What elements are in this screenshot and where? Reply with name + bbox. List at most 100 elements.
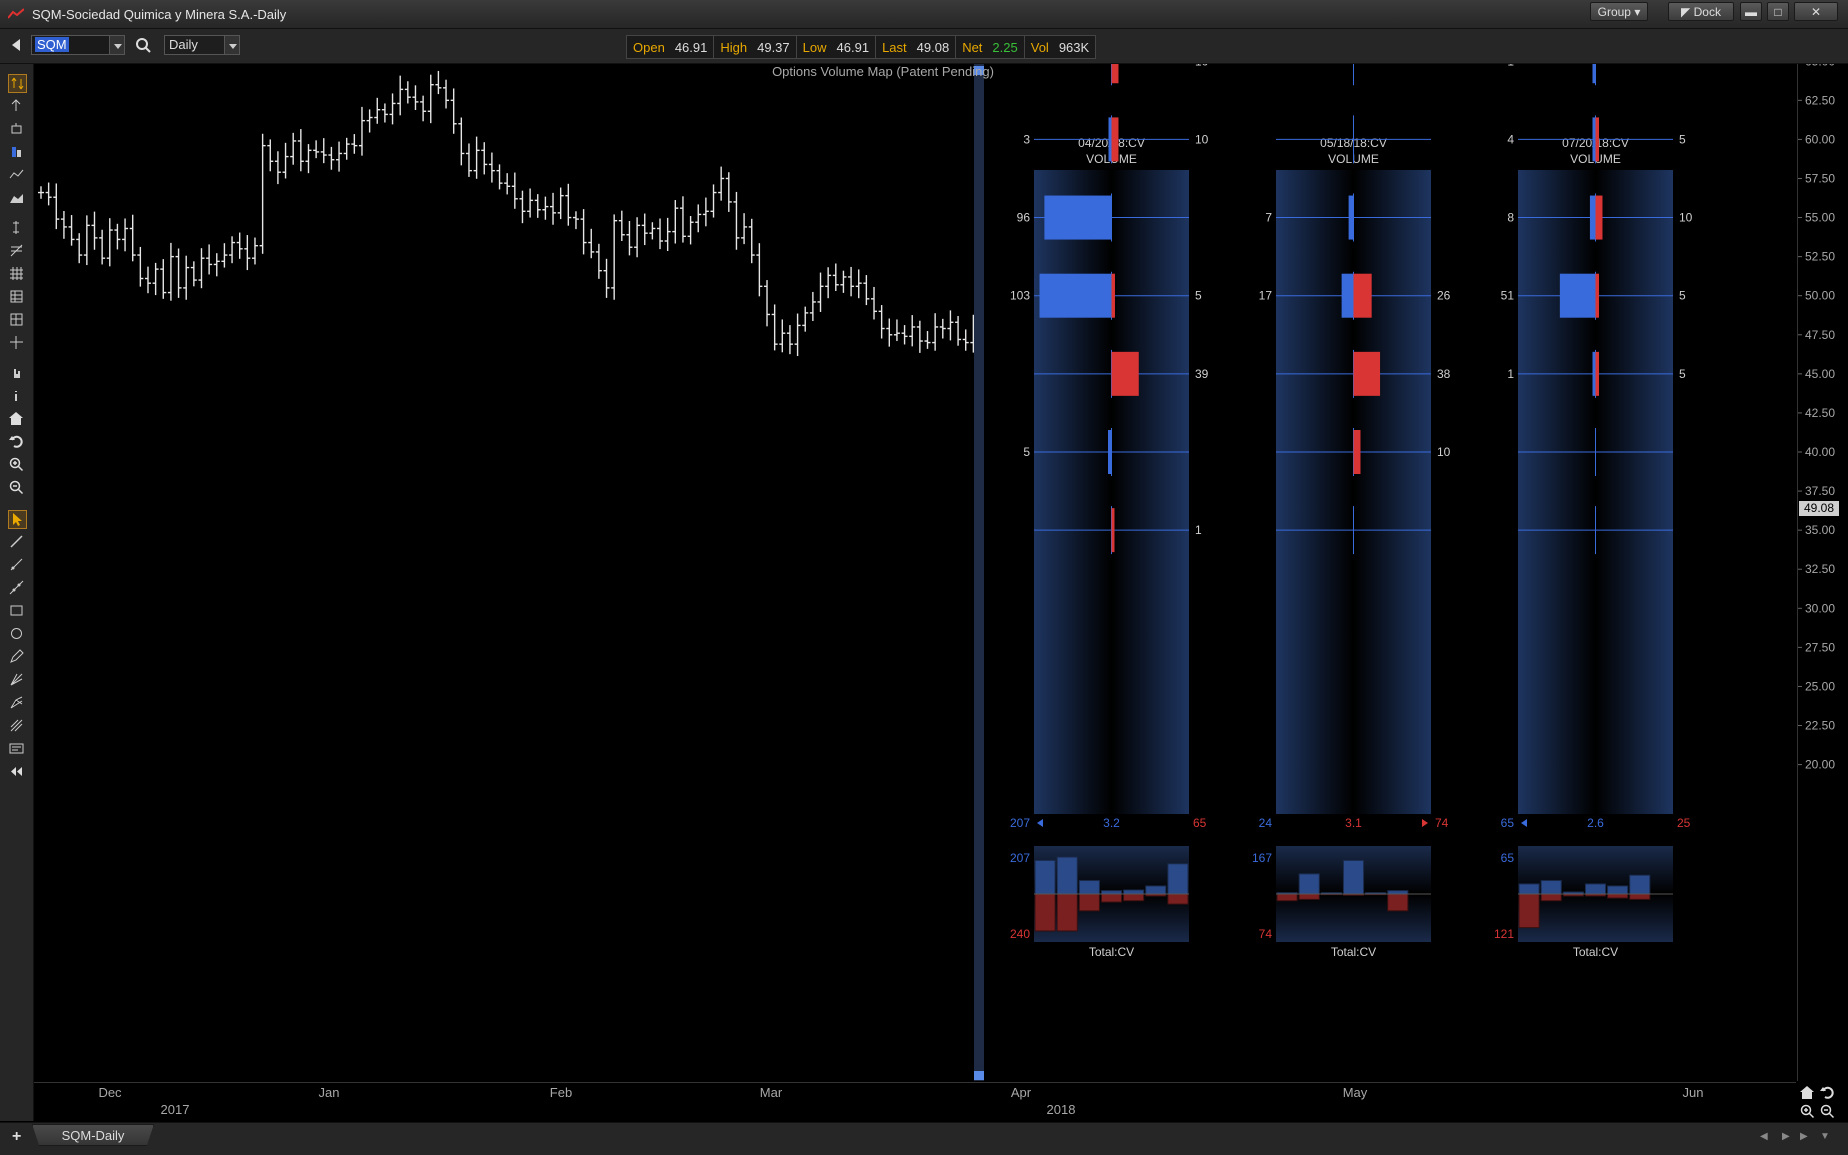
total-put-bar [1629, 874, 1651, 895]
total-call-bar [1518, 893, 1540, 929]
total-call-bar [1100, 893, 1123, 903]
text-note-icon[interactable] [8, 740, 25, 757]
call-total-label: 74 [1435, 816, 1449, 830]
total-put-bar [1342, 859, 1365, 895]
undo-icon[interactable] [8, 433, 25, 450]
price-bar [939, 318, 946, 339]
chart-bar-icon[interactable] [8, 143, 25, 160]
home-icon[interactable] [1800, 1085, 1815, 1100]
price-bar [702, 197, 709, 227]
select-arrow-icon[interactable] [8, 510, 27, 529]
price-bar [932, 313, 939, 351]
mountain-chart-icon[interactable] [8, 189, 25, 206]
add-sheet-icon[interactable]: + [12, 1128, 22, 1145]
search-icon[interactable] [135, 37, 152, 54]
panel-strip [1276, 170, 1431, 814]
price-chart[interactable]: Options Volume Map (Patent Pending) 04/2… [34, 64, 1796, 1081]
interval-dropdown-button[interactable] [224, 35, 240, 55]
price-bar [167, 242, 174, 301]
total-put-max: 65 [1501, 851, 1515, 865]
sheet-tab[interactable]: SQM-Daily [32, 1124, 154, 1146]
price-bar [725, 172, 732, 212]
symbol-input[interactable]: SQM [31, 35, 123, 55]
symbol-dropdown-button[interactable] [109, 35, 125, 55]
quote-high: High 49.37 [714, 36, 797, 58]
fib-tool-icon[interactable] [8, 242, 25, 259]
table-tool-icon[interactable] [8, 288, 25, 305]
close-button[interactable]: ✕ [1794, 2, 1838, 21]
today-separator[interactable] [974, 64, 984, 1081]
call-volume-bar [1111, 273, 1115, 318]
ray-icon[interactable] [8, 556, 25, 573]
price-bar [718, 166, 725, 201]
price-bar [229, 236, 236, 264]
cycle-tool-icon[interactable] [8, 717, 25, 734]
minimize-button[interactable]: ▬ [1740, 2, 1762, 21]
price-bar [595, 243, 602, 279]
trendline-icon[interactable] [8, 533, 25, 550]
volume-panel: 07/20/18:CVVOLUME14581051515652.62565121… [1494, 64, 1693, 959]
time-tick-label: Dec [98, 1085, 122, 1100]
info-tool-icon[interactable] [8, 387, 25, 404]
chart-area[interactable]: Options Volume Map (Patent Pending) 04/2… [34, 64, 1796, 1081]
next-sheet-icon[interactable]: ▶ [1782, 1131, 1790, 1142]
total-label: Total:CV [1573, 945, 1618, 959]
separator-top-handle[interactable] [974, 66, 984, 75]
cursor-mode-icon[interactable] [8, 74, 27, 93]
price-bar [160, 259, 167, 299]
maximize-button[interactable]: □ [1767, 2, 1789, 21]
gann-fan-icon[interactable] [8, 671, 25, 688]
extended-line-icon[interactable] [8, 579, 25, 596]
price-bar [458, 117, 465, 166]
crosshair-tool-icon[interactable] [8, 334, 25, 351]
dock-button[interactable]: ◤ Dock [1668, 2, 1734, 21]
ratio-arrow-left-icon [1521, 819, 1527, 827]
zoom-out-icon[interactable] [1820, 1104, 1835, 1119]
indicator-tool-icon[interactable] [8, 120, 25, 137]
pitchfork-icon[interactable] [8, 694, 25, 711]
line-chart-icon[interactable] [8, 166, 25, 183]
put-volume-bar [1592, 351, 1596, 396]
price-bar [343, 137, 350, 160]
home-icon[interactable] [8, 410, 25, 427]
zoom-in-icon[interactable] [1800, 1104, 1815, 1119]
sheet-menu-icon[interactable]: ▼ [1820, 1131, 1830, 1142]
pencil-icon[interactable] [8, 648, 25, 665]
price-bar [901, 325, 908, 345]
zoom-out-icon[interactable] [8, 479, 25, 496]
pointer-hand-icon[interactable] [8, 364, 25, 381]
call-volume-label: 1 [1195, 523, 1202, 537]
time-axis[interactable]: Dec Jan Feb Mar Apr May Jun 2017 2018 [34, 1082, 1835, 1122]
collapse-toolbar-icon[interactable] [8, 763, 25, 780]
title-bar: SQM-Sociedad Quimica y Minera S.A.-Daily… [0, 0, 1848, 29]
quote-strip: Open 46.91 High 49.37 Low 46.91 Last 49.08 N… [626, 35, 1097, 59]
sheet-tool-icon[interactable] [8, 311, 25, 328]
call-total-label: 65 [1193, 816, 1207, 830]
call-volume-bar [1595, 351, 1599, 396]
price-bar [832, 263, 839, 292]
price-bar [611, 214, 618, 300]
time-year-label: 2018 [1047, 1102, 1076, 1117]
back-arrow-icon[interactable] [12, 39, 20, 51]
last-label: Last [882, 39, 907, 55]
group-button[interactable]: Group ▾ [1590, 2, 1648, 21]
rectangle-icon[interactable] [8, 602, 25, 619]
measure-tool-icon[interactable] [8, 219, 25, 236]
zoom-in-icon[interactable] [8, 456, 25, 473]
scroll-tool-icon[interactable] [8, 97, 25, 114]
put-volume-bar [1108, 117, 1112, 162]
price-axis[interactable]: 70.0067.5065.0062.5060.0057.5055.0052.50… [1797, 15, 1848, 1081]
total-put-max: 207 [1010, 851, 1030, 865]
grid-tool-icon[interactable] [8, 265, 25, 282]
separator-bottom-handle[interactable] [974, 1071, 984, 1080]
low-label: Low [802, 39, 827, 55]
last-sheet-icon[interactable]: ▶ [1800, 1131, 1808, 1142]
undo-icon[interactable] [1820, 1085, 1835, 1100]
call-volume-label: 26 [1437, 289, 1451, 303]
dock-label: Dock [1693, 5, 1721, 19]
price-tick-label: 62.50 [1805, 93, 1835, 107]
ellipse-icon[interactable] [8, 625, 25, 642]
interval-select[interactable]: Daily [164, 35, 230, 55]
first-sheet-icon[interactable]: ◀ [1760, 1131, 1768, 1142]
price-bar [534, 194, 541, 218]
